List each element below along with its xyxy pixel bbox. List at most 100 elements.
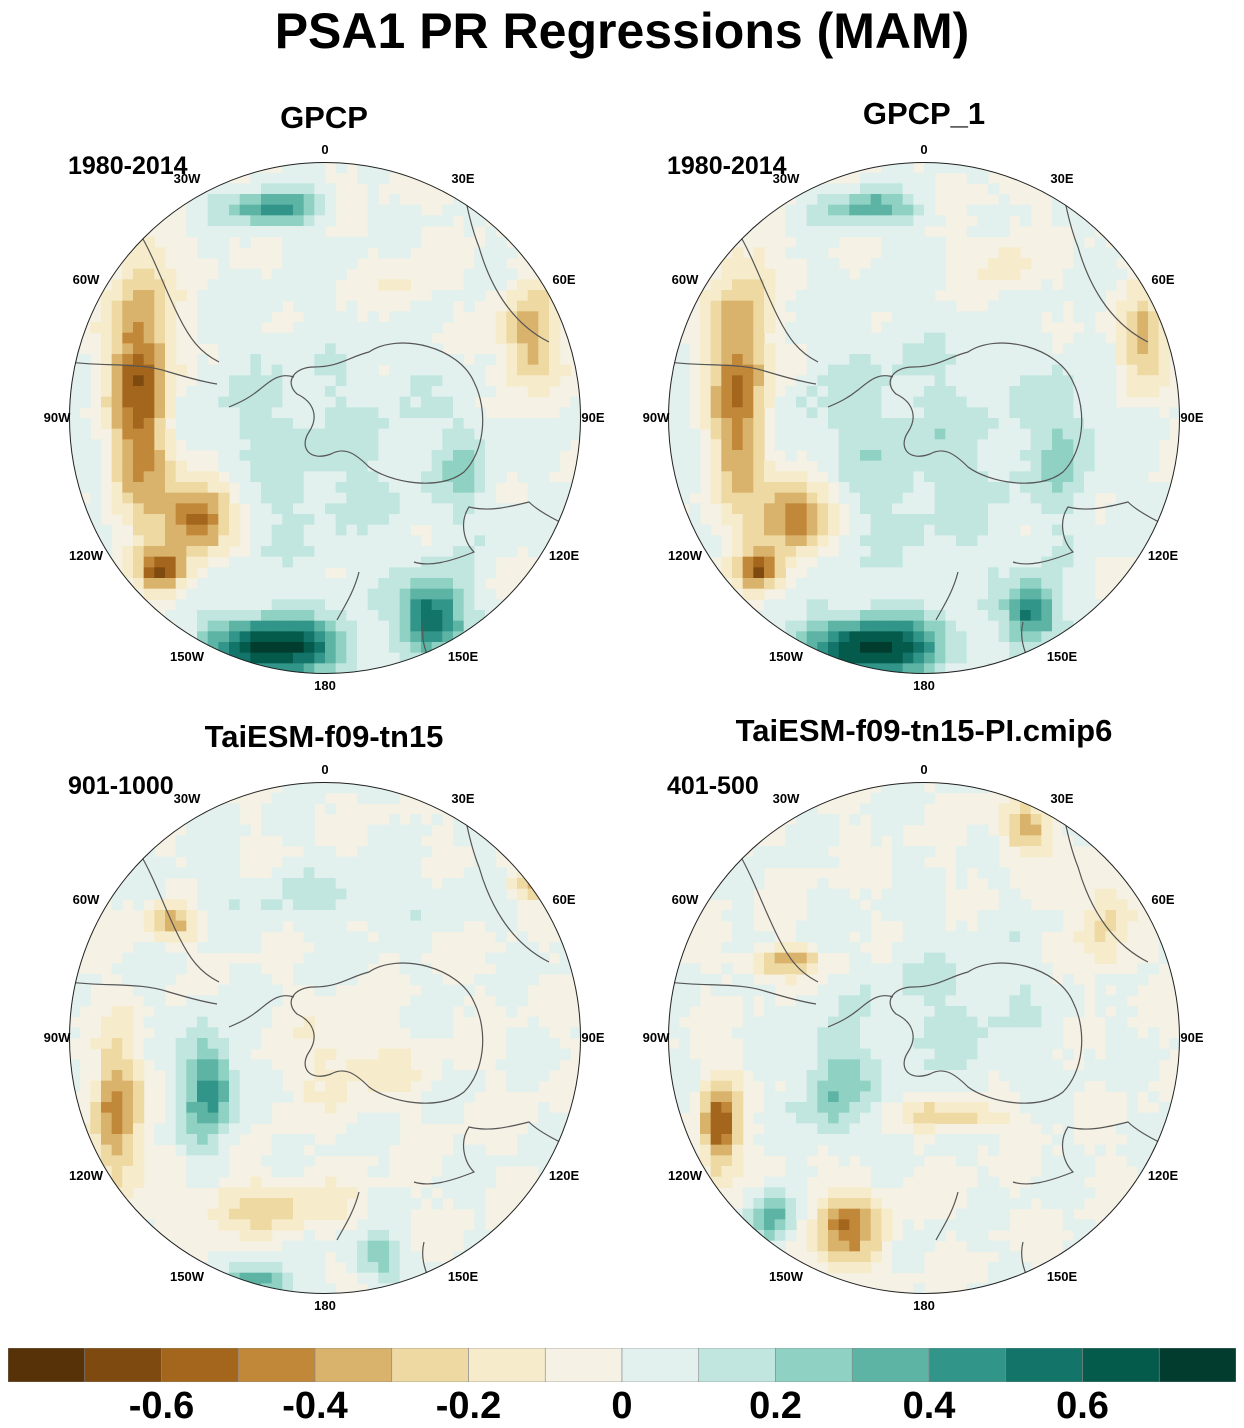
contour-cell	[1030, 300, 1042, 312]
contour-cell	[956, 1080, 968, 1092]
contour-cell	[817, 524, 829, 536]
longitude-label: 90W	[642, 410, 670, 425]
contour-cell	[261, 503, 273, 515]
contour-cell	[175, 460, 187, 472]
contour-cell	[207, 311, 219, 323]
contour-cell	[956, 984, 968, 996]
contour-cell	[817, 814, 829, 826]
contour-cell	[700, 364, 712, 376]
contour-cell	[250, 878, 262, 890]
contour-cell	[742, 482, 754, 494]
contour-cell	[817, 204, 829, 216]
contour-cell	[753, 963, 765, 975]
contour-cell	[828, 835, 840, 847]
contour-cell	[1041, 375, 1053, 387]
contour-cell	[250, 1230, 262, 1242]
contour-cell	[431, 620, 443, 632]
longitude-label: 150W	[769, 649, 803, 664]
contour-cell	[346, 1134, 358, 1146]
contour-cell	[399, 846, 411, 858]
contour-cell	[998, 578, 1010, 590]
contour-cell	[966, 396, 978, 408]
contour-cell	[913, 931, 925, 943]
contour-cell	[934, 910, 946, 922]
contour-cell	[1052, 599, 1064, 611]
contour-cell	[1030, 428, 1042, 440]
contour-cell	[314, 1198, 326, 1210]
contour-cell	[165, 931, 177, 943]
contour-cell	[1116, 407, 1128, 419]
contour-cell	[399, 888, 411, 900]
contour-cell	[559, 439, 571, 451]
contour-cell	[945, 1070, 957, 1082]
contour-cell	[165, 1070, 177, 1082]
contour-cell	[133, 460, 145, 472]
contour-cell	[431, 1091, 443, 1103]
contour-cell	[559, 482, 571, 494]
contour-cell	[956, 599, 968, 611]
contour-cell	[101, 343, 113, 355]
contour-cell	[988, 642, 1000, 654]
contour-cell	[977, 364, 989, 376]
contour-cell	[966, 375, 978, 387]
contour-cell	[197, 226, 209, 238]
contour-cell	[261, 1198, 273, 1210]
contour-cell	[1009, 418, 1021, 430]
contour-cell	[785, 1155, 797, 1167]
contour-cell	[849, 1070, 861, 1082]
contour-cell	[261, 974, 273, 986]
contour-cell	[367, 1198, 379, 1210]
contour-cell	[133, 1123, 145, 1135]
contour-cell	[111, 343, 123, 355]
contour-cell	[870, 588, 882, 600]
contour-cell	[463, 1144, 475, 1156]
contour-cell	[924, 215, 936, 227]
contour-cell	[271, 803, 283, 815]
longitude-label: 120E	[548, 1168, 580, 1183]
contour-cell	[1084, 375, 1096, 387]
contour-cell	[303, 567, 315, 579]
contour-cell	[774, 856, 786, 868]
contour-cell	[197, 1059, 209, 1071]
contour-cell	[133, 268, 145, 280]
contour-cell	[956, 652, 968, 664]
contour-cell	[421, 482, 433, 494]
contour-cell	[463, 1240, 475, 1252]
contour-cell	[764, 492, 776, 504]
contour-cell	[122, 364, 134, 376]
contour-cell	[271, 1251, 283, 1263]
contour-cell	[229, 1208, 241, 1220]
contour-cell	[956, 931, 968, 943]
contour-cell	[410, 610, 422, 622]
contour-cell	[389, 1059, 401, 1071]
contour-cell	[90, 503, 102, 515]
contour-cell	[1020, 354, 1032, 366]
contour-cell	[806, 1102, 818, 1114]
contour-cell	[250, 1208, 262, 1220]
contour-cell	[924, 268, 936, 280]
contour-cell	[357, 428, 369, 440]
contour-cell	[881, 588, 893, 600]
contour-cell	[849, 524, 861, 536]
contour-cell	[143, 279, 155, 291]
contour-cell	[207, 194, 219, 206]
contour-cell	[934, 620, 946, 632]
contour-cell	[325, 910, 337, 922]
contour-cell	[143, 460, 155, 472]
longitude-label: 0	[321, 142, 329, 157]
contour-cell	[1073, 279, 1085, 291]
contour-cell	[143, 942, 155, 954]
contour-cell	[988, 300, 1000, 312]
contour-cell	[250, 194, 262, 206]
contour-cell	[860, 1016, 872, 1028]
contour-cell	[549, 364, 561, 376]
contour-cell	[753, 984, 765, 996]
contour-cell	[239, 343, 251, 355]
contour-cell	[261, 332, 273, 344]
contour-cell	[218, 1091, 230, 1103]
contour-cell	[1084, 514, 1096, 526]
contour-cell	[485, 418, 497, 430]
contour-cell	[934, 1006, 946, 1018]
contour-cell	[197, 524, 209, 536]
contour-cell	[325, 375, 337, 387]
